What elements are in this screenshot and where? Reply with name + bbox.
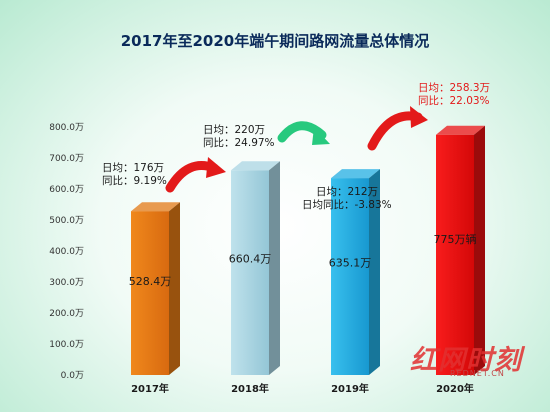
bar bbox=[131, 211, 169, 375]
annotation-2017-line2: 同比：9.19% bbox=[102, 175, 167, 187]
annotation-2019-line1: 日均：212万 bbox=[316, 186, 379, 198]
labels: 528.4万 2017年 660.4万 2018年 635.1万 2019年 775万辆 20… bbox=[129, 232, 477, 395]
annotation-2020-line1: 日均：258.3万 bbox=[418, 82, 491, 94]
annotation-2020-line2: 同比：22.03% bbox=[418, 95, 490, 107]
arrow-2018-2019-head bbox=[312, 127, 330, 145]
y-tick-label: 200.0万 bbox=[49, 309, 84, 319]
bar-side-face bbox=[369, 169, 380, 375]
bar-top-face bbox=[131, 202, 180, 212]
y-tick-label: 100.0万 bbox=[49, 340, 84, 350]
arrow-2019-2020-head bbox=[410, 106, 428, 128]
annotation-2020: 日均：258.3万 同比：22.03% bbox=[418, 82, 490, 108]
bar bbox=[331, 178, 369, 375]
annotation-2017: 日均：176万 同比：9.19% bbox=[102, 162, 167, 188]
bar-value-label: 660.4万 bbox=[229, 252, 272, 265]
y-tick-label: 500.0万 bbox=[49, 216, 84, 226]
bars bbox=[131, 125, 485, 375]
bar bbox=[231, 170, 269, 375]
y-tick-label: 600.0万 bbox=[49, 185, 84, 195]
bar-value-label: 528.4万 bbox=[129, 275, 172, 288]
x-tick-label: 2019年 bbox=[331, 382, 369, 395]
bar-value-label: 775万辆 bbox=[434, 232, 477, 246]
y-tick-label: 700.0万 bbox=[49, 154, 84, 164]
x-tick-label: 2017年 bbox=[131, 382, 169, 395]
annotation-2017-line1: 日均：176万 bbox=[102, 162, 165, 174]
watermark-logo: 红网时刻 bbox=[410, 345, 522, 376]
bar bbox=[436, 134, 474, 375]
bar-side-face bbox=[269, 161, 280, 375]
annotation-2018-line2: 同比：24.97% bbox=[203, 137, 275, 149]
bar-value-label: 635.1万 bbox=[329, 257, 372, 270]
bar-top-face bbox=[436, 125, 485, 135]
y-tick-label: 400.0万 bbox=[49, 247, 84, 257]
x-tick-label: 2018年 bbox=[231, 382, 269, 395]
chart-title: 2017年至2020年端午期间路网流量总体情况 bbox=[120, 32, 430, 50]
annotation-2019-line2: 日均同比：-3.83% bbox=[302, 199, 392, 211]
y-tick-label: 800.0万 bbox=[49, 123, 84, 133]
annotation-2018-line1: 日均：220万 bbox=[203, 124, 266, 136]
arrow-2017-2018-head bbox=[206, 157, 226, 178]
watermark-site: REDNET.CN bbox=[450, 369, 505, 378]
bar-side-face bbox=[169, 202, 180, 375]
annotation-2018: 日均：220万 同比：24.97% bbox=[203, 124, 275, 150]
y-tick-label: 0.0万 bbox=[61, 371, 84, 381]
x-tick-label: 2020年 bbox=[436, 382, 474, 395]
axes: 0.0万 100.0万 200.0万 300.0万 400.0万 500.0万 600.0万… bbox=[49, 123, 84, 381]
bar-top-face bbox=[331, 169, 380, 179]
annotation-2019: 日均：212万 日均同比：-3.83% bbox=[302, 186, 392, 212]
bar-side-face bbox=[474, 125, 485, 375]
bar-top-face bbox=[231, 161, 280, 171]
y-tick-label: 300.0万 bbox=[49, 278, 84, 288]
trend-arrows bbox=[165, 106, 428, 193]
